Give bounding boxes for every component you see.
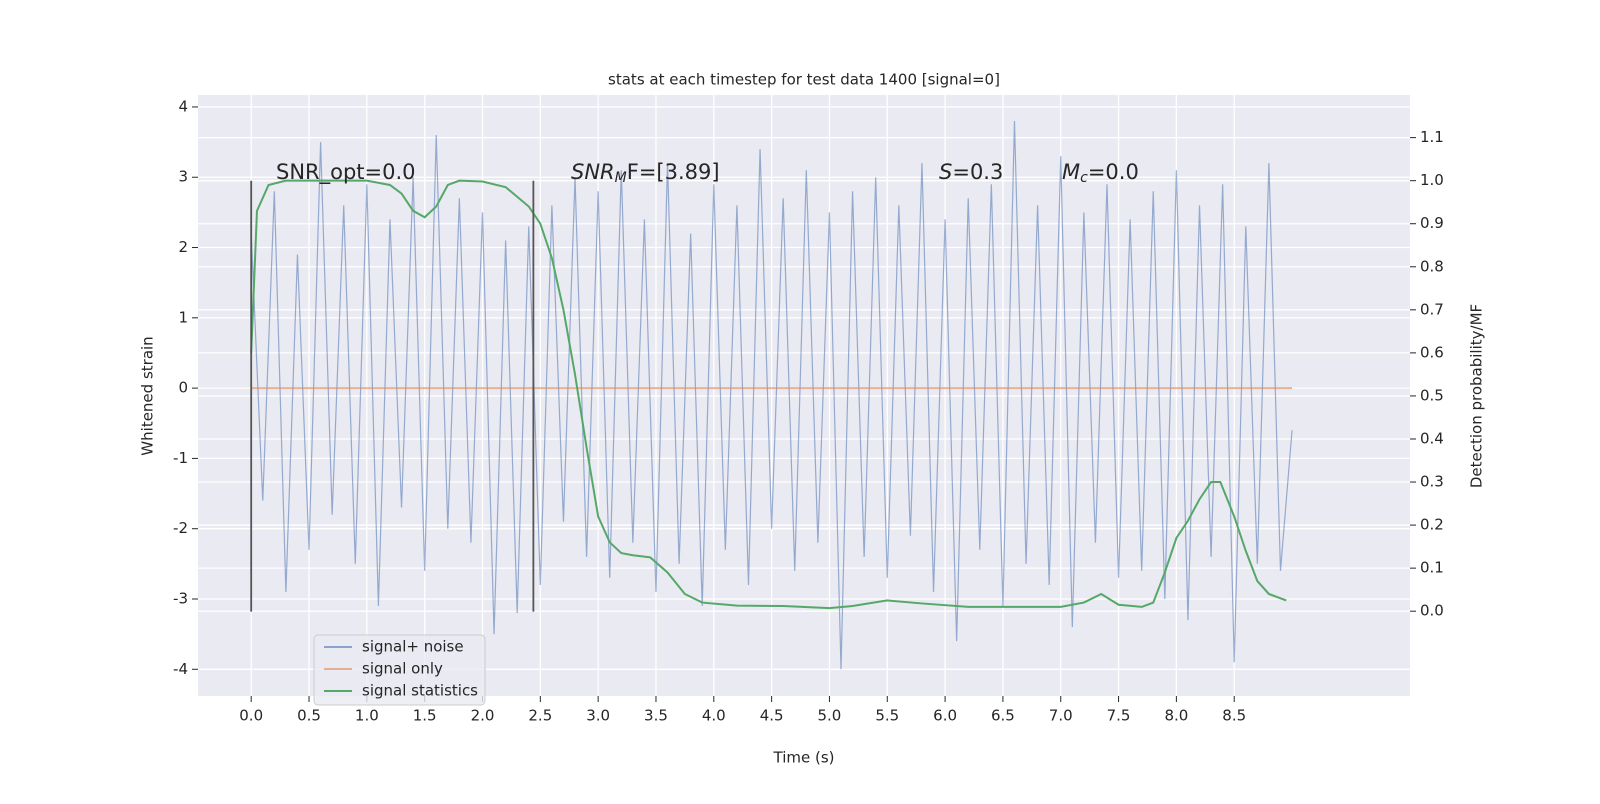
y-tick-label: 2 [178, 238, 188, 256]
y2-tick-label: 0.8 [1420, 257, 1444, 275]
x-tick-label: 7.5 [1107, 707, 1131, 725]
x-tick-label: 4.0 [702, 707, 726, 725]
y-tick-label: 1 [178, 308, 188, 326]
x-tick-label: 8.5 [1222, 707, 1246, 725]
annotation-text: F=[3.89] [627, 160, 720, 184]
annotation-math: SNR [571, 160, 615, 184]
y2-tick-label: 0.0 [1420, 602, 1444, 620]
annotation-subscript: c [1080, 170, 1088, 186]
y2-tick-label: 0.3 [1420, 473, 1444, 491]
y-axis-label: Whitened strain [139, 336, 157, 455]
x-tick-label: 6.0 [933, 707, 957, 725]
x-tick-label: 7.0 [1049, 707, 1073, 725]
annotation: SNR_opt=0.0 [276, 160, 416, 185]
x-tick-label: 5.0 [818, 707, 842, 725]
y2-tick-label: 0.9 [1420, 214, 1444, 232]
x-tick-label: 1.5 [413, 707, 437, 725]
x-tick-label: 3.0 [586, 707, 610, 725]
y2-tick-label: 1.0 [1420, 171, 1444, 189]
legend-label: signal only [362, 660, 443, 678]
line-series [250, 120, 1293, 670]
annotation: S=0.3 [939, 160, 1003, 184]
annotation-text: SNR_opt=0.0 [276, 160, 416, 185]
annotation-subscript: M [615, 170, 627, 186]
y2-tick-label: 0.7 [1420, 300, 1444, 318]
x-axis-label: Time (s) [773, 749, 835, 767]
y-tick-label: -4 [173, 660, 188, 678]
x-tick-label: 4.5 [760, 707, 784, 725]
annotation-math: S [939, 160, 952, 184]
x-tick-label: 6.5 [991, 707, 1015, 725]
annotation: Mc=0.0 [1062, 160, 1139, 186]
x-tick-label: 0.5 [297, 707, 321, 725]
legend-label: signal statistics [362, 682, 478, 700]
x-tick-label: 0.0 [239, 707, 263, 725]
annotation-math: M [1062, 160, 1080, 184]
y2-axis-label: Detection probability/MF [1468, 304, 1486, 488]
y2-tick-label: 0.1 [1420, 559, 1444, 577]
y-tick-label: 4 [178, 97, 188, 115]
annotation-text: =0.3 [952, 160, 1003, 184]
legend-label: signal+ noise [362, 638, 464, 656]
x-tick-label: 5.5 [875, 707, 899, 725]
y-tick-label: -3 [173, 589, 188, 607]
x-tick-label: 3.5 [644, 707, 668, 725]
x-tick-label: 8.0 [1164, 707, 1188, 725]
y2-tick-label: 1.1 [1420, 128, 1444, 146]
annotation: SNRMF=[3.89] [571, 160, 720, 186]
y-tick-label: -2 [173, 519, 188, 537]
chart-title: stats at each timestep for test data 140… [608, 71, 1000, 89]
y2-tick-label: 0.5 [1420, 386, 1444, 404]
y-tick-label: -1 [173, 449, 188, 467]
y2-tick-label: 0.4 [1420, 429, 1444, 447]
y2-tick-label: 0.2 [1420, 516, 1444, 534]
annotation-text: =0.0 [1088, 160, 1139, 184]
y-tick-label: 0 [178, 379, 188, 397]
y-tick-label: 3 [178, 168, 188, 186]
x-tick-label: 2.5 [528, 707, 552, 725]
x-tick-label: 2.0 [471, 707, 495, 725]
legend-box [313, 634, 486, 706]
y2-tick-label: 0.6 [1420, 343, 1444, 361]
x-tick-label: 1.0 [355, 707, 379, 725]
line-series [250, 179, 1287, 610]
